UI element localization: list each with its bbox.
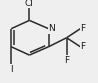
Text: I: I <box>10 65 13 74</box>
Text: F: F <box>80 24 85 33</box>
Text: N: N <box>49 24 55 33</box>
Text: F: F <box>80 42 85 51</box>
Text: F: F <box>64 56 69 65</box>
Text: Cl: Cl <box>25 0 34 8</box>
